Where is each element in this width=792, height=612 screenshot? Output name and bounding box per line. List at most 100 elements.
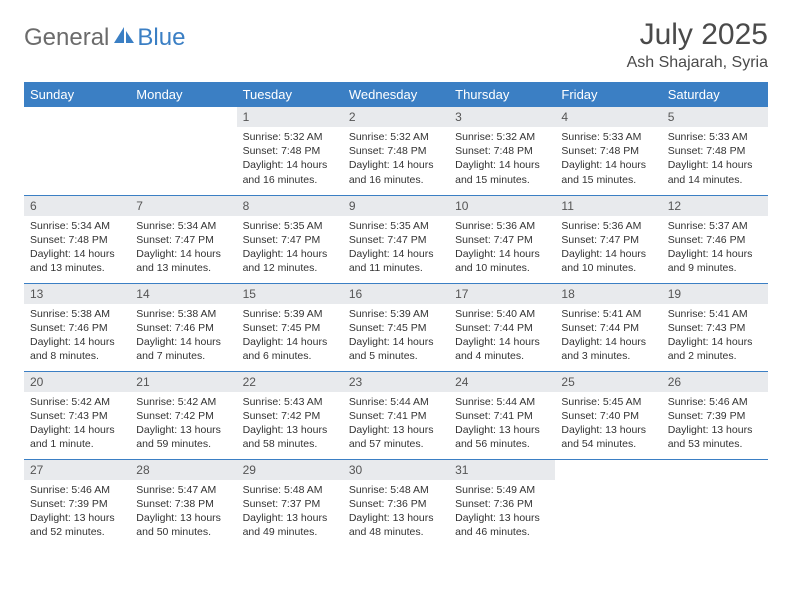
day-number: 6 (24, 196, 130, 216)
empty-cell (662, 459, 768, 547)
day-number: 1 (237, 107, 343, 127)
day-number: 26 (662, 372, 768, 392)
day-number: 22 (237, 372, 343, 392)
day-details: Sunrise: 5:48 AMSunset: 7:37 PMDaylight:… (237, 480, 343, 546)
day-cell: 2Sunrise: 5:32 AMSunset: 7:48 PMDaylight… (343, 107, 449, 195)
day-cell: 25Sunrise: 5:45 AMSunset: 7:40 PMDayligh… (555, 371, 661, 459)
day-details: Sunrise: 5:40 AMSunset: 7:44 PMDaylight:… (449, 304, 555, 370)
empty-cell (130, 107, 236, 195)
weekday-header-row: Sunday Monday Tuesday Wednesday Thursday… (24, 82, 768, 107)
day-number: 12 (662, 196, 768, 216)
brand-part2: Blue (137, 24, 185, 52)
weekday-header: Wednesday (343, 82, 449, 107)
day-number: 18 (555, 284, 661, 304)
day-cell: 6Sunrise: 5:34 AMSunset: 7:48 PMDaylight… (24, 195, 130, 283)
day-number: 30 (343, 460, 449, 480)
calendar-row: 13Sunrise: 5:38 AMSunset: 7:46 PMDayligh… (24, 283, 768, 371)
day-cell: 26Sunrise: 5:46 AMSunset: 7:39 PMDayligh… (662, 371, 768, 459)
day-cell: 8Sunrise: 5:35 AMSunset: 7:47 PMDaylight… (237, 195, 343, 283)
day-number: 21 (130, 372, 236, 392)
day-cell: 15Sunrise: 5:39 AMSunset: 7:45 PMDayligh… (237, 283, 343, 371)
day-details: Sunrise: 5:34 AMSunset: 7:48 PMDaylight:… (24, 216, 130, 282)
day-cell: 21Sunrise: 5:42 AMSunset: 7:42 PMDayligh… (130, 371, 236, 459)
weekday-header: Thursday (449, 82, 555, 107)
day-cell: 31Sunrise: 5:49 AMSunset: 7:36 PMDayligh… (449, 459, 555, 547)
day-number: 9 (343, 196, 449, 216)
calendar-page: General Blue July 2025 Ash Shajarah, Syr… (0, 0, 792, 565)
day-details: Sunrise: 5:42 AMSunset: 7:42 PMDaylight:… (130, 392, 236, 458)
day-details: Sunrise: 5:41 AMSunset: 7:43 PMDaylight:… (662, 304, 768, 370)
day-cell: 3Sunrise: 5:32 AMSunset: 7:48 PMDaylight… (449, 107, 555, 195)
day-details: Sunrise: 5:32 AMSunset: 7:48 PMDaylight:… (237, 127, 343, 193)
day-details: Sunrise: 5:44 AMSunset: 7:41 PMDaylight:… (343, 392, 449, 458)
day-cell: 10Sunrise: 5:36 AMSunset: 7:47 PMDayligh… (449, 195, 555, 283)
day-details: Sunrise: 5:46 AMSunset: 7:39 PMDaylight:… (662, 392, 768, 458)
day-details: Sunrise: 5:38 AMSunset: 7:46 PMDaylight:… (24, 304, 130, 370)
day-number: 27 (24, 460, 130, 480)
empty-cell (24, 107, 130, 195)
day-details: Sunrise: 5:36 AMSunset: 7:47 PMDaylight:… (449, 216, 555, 282)
day-details: Sunrise: 5:38 AMSunset: 7:46 PMDaylight:… (130, 304, 236, 370)
calendar-row: 27Sunrise: 5:46 AMSunset: 7:39 PMDayligh… (24, 459, 768, 547)
day-cell: 12Sunrise: 5:37 AMSunset: 7:46 PMDayligh… (662, 195, 768, 283)
day-cell: 24Sunrise: 5:44 AMSunset: 7:41 PMDayligh… (449, 371, 555, 459)
month-title: July 2025 (627, 18, 768, 52)
day-number: 3 (449, 107, 555, 127)
day-cell: 5Sunrise: 5:33 AMSunset: 7:48 PMDaylight… (662, 107, 768, 195)
day-cell: 16Sunrise: 5:39 AMSunset: 7:45 PMDayligh… (343, 283, 449, 371)
day-cell: 14Sunrise: 5:38 AMSunset: 7:46 PMDayligh… (130, 283, 236, 371)
day-cell: 19Sunrise: 5:41 AMSunset: 7:43 PMDayligh… (662, 283, 768, 371)
logo-sail-icon (113, 26, 135, 49)
day-details: Sunrise: 5:33 AMSunset: 7:48 PMDaylight:… (555, 127, 661, 193)
day-details: Sunrise: 5:36 AMSunset: 7:47 PMDaylight:… (555, 216, 661, 282)
day-number: 29 (237, 460, 343, 480)
day-cell: 11Sunrise: 5:36 AMSunset: 7:47 PMDayligh… (555, 195, 661, 283)
day-cell: 1Sunrise: 5:32 AMSunset: 7:48 PMDaylight… (237, 107, 343, 195)
day-number: 31 (449, 460, 555, 480)
day-details: Sunrise: 5:49 AMSunset: 7:36 PMDaylight:… (449, 480, 555, 546)
day-details: Sunrise: 5:37 AMSunset: 7:46 PMDaylight:… (662, 216, 768, 282)
day-details: Sunrise: 5:39 AMSunset: 7:45 PMDaylight:… (237, 304, 343, 370)
day-cell: 22Sunrise: 5:43 AMSunset: 7:42 PMDayligh… (237, 371, 343, 459)
page-header: General Blue July 2025 Ash Shajarah, Syr… (24, 18, 768, 72)
day-cell: 23Sunrise: 5:44 AMSunset: 7:41 PMDayligh… (343, 371, 449, 459)
day-number: 28 (130, 460, 236, 480)
day-cell: 27Sunrise: 5:46 AMSunset: 7:39 PMDayligh… (24, 459, 130, 547)
day-number: 2 (343, 107, 449, 127)
day-number: 4 (555, 107, 661, 127)
day-details: Sunrise: 5:39 AMSunset: 7:45 PMDaylight:… (343, 304, 449, 370)
day-number: 25 (555, 372, 661, 392)
day-details: Sunrise: 5:42 AMSunset: 7:43 PMDaylight:… (24, 392, 130, 458)
day-number: 11 (555, 196, 661, 216)
day-details: Sunrise: 5:45 AMSunset: 7:40 PMDaylight:… (555, 392, 661, 458)
day-details: Sunrise: 5:33 AMSunset: 7:48 PMDaylight:… (662, 127, 768, 193)
day-details: Sunrise: 5:44 AMSunset: 7:41 PMDaylight:… (449, 392, 555, 458)
day-cell: 29Sunrise: 5:48 AMSunset: 7:37 PMDayligh… (237, 459, 343, 547)
brand-logo: General Blue (24, 18, 185, 52)
calendar-row: 1Sunrise: 5:32 AMSunset: 7:48 PMDaylight… (24, 107, 768, 195)
calendar-body: 1Sunrise: 5:32 AMSunset: 7:48 PMDaylight… (24, 107, 768, 547)
day-details: Sunrise: 5:43 AMSunset: 7:42 PMDaylight:… (237, 392, 343, 458)
day-number: 20 (24, 372, 130, 392)
day-details: Sunrise: 5:47 AMSunset: 7:38 PMDaylight:… (130, 480, 236, 546)
day-number: 7 (130, 196, 236, 216)
weekday-header: Friday (555, 82, 661, 107)
day-cell: 28Sunrise: 5:47 AMSunset: 7:38 PMDayligh… (130, 459, 236, 547)
day-cell: 20Sunrise: 5:42 AMSunset: 7:43 PMDayligh… (24, 371, 130, 459)
calendar-row: 20Sunrise: 5:42 AMSunset: 7:43 PMDayligh… (24, 371, 768, 459)
day-cell: 9Sunrise: 5:35 AMSunset: 7:47 PMDaylight… (343, 195, 449, 283)
day-cell: 7Sunrise: 5:34 AMSunset: 7:47 PMDaylight… (130, 195, 236, 283)
day-details: Sunrise: 5:34 AMSunset: 7:47 PMDaylight:… (130, 216, 236, 282)
brand-part1: General (24, 24, 109, 52)
calendar-table: Sunday Monday Tuesday Wednesday Thursday… (24, 82, 768, 547)
day-details: Sunrise: 5:41 AMSunset: 7:44 PMDaylight:… (555, 304, 661, 370)
day-number: 13 (24, 284, 130, 304)
day-cell: 4Sunrise: 5:33 AMSunset: 7:48 PMDaylight… (555, 107, 661, 195)
day-cell: 13Sunrise: 5:38 AMSunset: 7:46 PMDayligh… (24, 283, 130, 371)
day-details: Sunrise: 5:46 AMSunset: 7:39 PMDaylight:… (24, 480, 130, 546)
day-number: 10 (449, 196, 555, 216)
day-details: Sunrise: 5:35 AMSunset: 7:47 PMDaylight:… (237, 216, 343, 282)
day-details: Sunrise: 5:48 AMSunset: 7:36 PMDaylight:… (343, 480, 449, 546)
day-cell: 18Sunrise: 5:41 AMSunset: 7:44 PMDayligh… (555, 283, 661, 371)
day-details: Sunrise: 5:32 AMSunset: 7:48 PMDaylight:… (449, 127, 555, 193)
